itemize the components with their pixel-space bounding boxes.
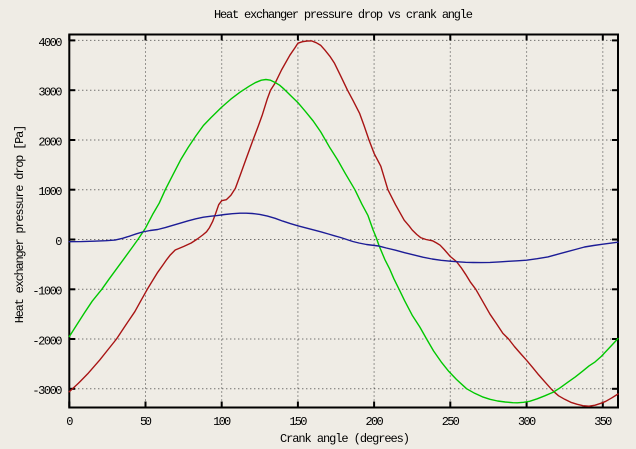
svg-text:3000: 3000 bbox=[38, 86, 62, 100]
svg-text:200: 200 bbox=[366, 415, 384, 429]
svg-text:-1000: -1000 bbox=[32, 285, 62, 299]
svg-text:350: 350 bbox=[594, 415, 612, 429]
svg-text:100: 100 bbox=[213, 415, 231, 429]
svg-text:Heat exchanger pressure drop [: Heat exchanger pressure drop [Pa] bbox=[13, 125, 27, 324]
svg-text:4000: 4000 bbox=[38, 36, 62, 50]
svg-text:300: 300 bbox=[518, 415, 536, 429]
svg-text:2000: 2000 bbox=[38, 135, 62, 149]
svg-text:1000: 1000 bbox=[38, 185, 62, 199]
svg-text:-2000: -2000 bbox=[32, 334, 62, 348]
svg-text:-3000: -3000 bbox=[32, 384, 62, 398]
svg-text:150: 150 bbox=[289, 415, 307, 429]
svg-text:0: 0 bbox=[55, 235, 62, 249]
svg-text:Crank angle (degrees): Crank angle (degrees) bbox=[280, 432, 410, 446]
svg-text:50: 50 bbox=[140, 415, 152, 429]
svg-text:Heat exchanger pressure drop v: Heat exchanger pressure drop vs crank an… bbox=[214, 8, 473, 22]
svg-text:250: 250 bbox=[442, 415, 460, 429]
svg-text:0: 0 bbox=[66, 415, 73, 429]
